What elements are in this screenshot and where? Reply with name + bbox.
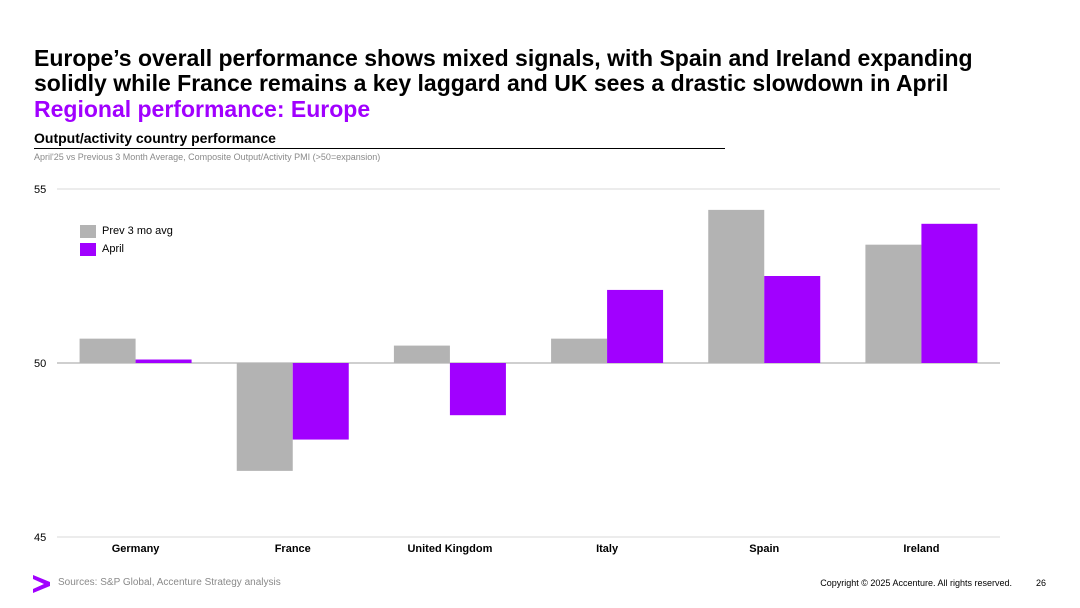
bar-april	[921, 223, 978, 363]
bar-prev	[708, 209, 765, 363]
y-tick-label: 50	[34, 358, 46, 370]
bar-prev	[79, 338, 136, 363]
bar-prev	[551, 338, 608, 363]
bar-april	[764, 276, 821, 363]
x-tick-label: Germany	[112, 543, 161, 555]
slide-subheadline: Regional performance: Europe	[34, 96, 371, 122]
legend-item-prev: Prev 3 mo avg	[80, 222, 173, 240]
chart-note: April'25 vs Previous 3 Month Average, Co…	[34, 152, 381, 162]
bar-prev	[865, 244, 922, 363]
bar-prev	[393, 345, 450, 363]
x-tick-label: Ireland	[903, 543, 939, 555]
sources-note: Sources: S&P Global, Accenture Strategy …	[58, 577, 281, 588]
legend-swatch-april	[80, 242, 96, 256]
legend-label-prev: Prev 3 mo avg	[102, 225, 173, 237]
page-number: 26	[1035, 578, 1046, 588]
y-tick-label: 55	[34, 184, 46, 196]
x-tick-label: Italy	[596, 543, 619, 555]
accenture-logo-icon	[33, 575, 50, 593]
x-tick-label: Spain	[749, 543, 779, 555]
chart-legend: Prev 3 mo avg April	[80, 222, 173, 258]
bar-april	[449, 363, 506, 416]
bar-april	[292, 363, 349, 440]
legend-swatch-prev	[80, 224, 96, 238]
slide-headline: Europe’s overall performance shows mixed…	[34, 45, 973, 96]
y-tick-label: 45	[34, 532, 46, 544]
legend-label-april: April	[102, 243, 125, 255]
x-tick-label: France	[275, 543, 311, 555]
chart-section-title: Output/activity country performance	[34, 130, 725, 149]
x-tick-label: United Kingdom	[407, 543, 492, 555]
bar-april	[135, 359, 192, 363]
bar-april	[607, 289, 664, 363]
bar-prev	[236, 363, 293, 471]
copyright-text: Copyright © 2025 Accenture. All rights r…	[820, 578, 1012, 588]
legend-item-april: April	[80, 240, 173, 258]
